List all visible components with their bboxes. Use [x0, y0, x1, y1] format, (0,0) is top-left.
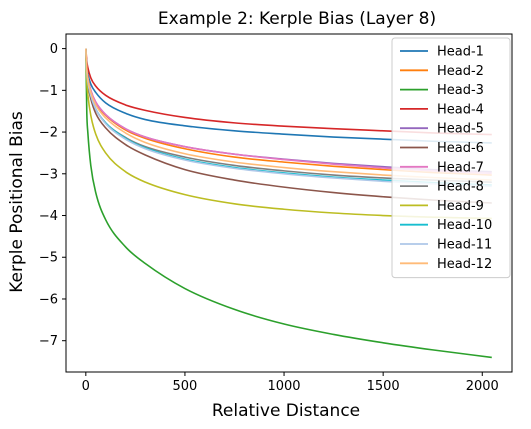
legend-label: Head-10 [437, 218, 492, 233]
series-line-head-4 [85, 48, 492, 136]
legend-box [391, 37, 511, 279]
y-tick-label: −5 [39, 251, 58, 266]
legend-label: Head-1 [437, 45, 484, 60]
legend: Head-1 Head-2 Head-3 Head-4 Head-5 Head-6 Head… [391, 37, 511, 279]
legend-label: Head-12 [437, 257, 492, 272]
x-tick-label: 2000 [466, 379, 499, 394]
legend-label: Head-11 [437, 238, 492, 253]
plot-area [85, 48, 492, 359]
x-tick-label: 0 [82, 379, 90, 394]
y-tick-label: −7 [39, 334, 58, 349]
legend-label: Head-7 [437, 160, 484, 175]
x-axis-title: Relative Distance [212, 401, 360, 421]
y-tick-label: −4 [39, 209, 58, 224]
y-tick-label: −6 [39, 292, 58, 307]
legend-label: Head-8 [437, 180, 484, 195]
axis-ticks: 0 500 1000 1500 2000 0 −1 −2 −3 −4 −5 −6 −7 [39, 42, 499, 394]
legend-label: Head-2 [437, 64, 484, 79]
chart-title: Example 2: Kerple Bias (Layer 8) [158, 9, 436, 29]
legend-label: Head-9 [437, 199, 484, 214]
series-line-head-9 [85, 48, 492, 220]
series-line-head-12 [85, 48, 492, 181]
y-axis-title: Kerple Positional Bias [7, 111, 27, 293]
plot-frame [65, 33, 513, 373]
series-line-head-3 [85, 48, 492, 359]
legend-label: Head-6 [437, 141, 484, 156]
x-tick-label: 1000 [267, 379, 300, 394]
legend-label: Head-4 [437, 102, 484, 117]
x-tick-label: 1500 [367, 379, 400, 394]
x-tick-label: 500 [173, 379, 198, 394]
y-tick-label: −3 [39, 167, 58, 182]
legend-label: Head-3 [437, 83, 484, 98]
y-tick-label: −1 [39, 84, 58, 99]
legend-label: Head-5 [437, 122, 484, 137]
y-tick-label: 0 [50, 42, 58, 57]
series-line-head-1 [85, 48, 492, 144]
y-tick-label: −2 [39, 126, 58, 141]
